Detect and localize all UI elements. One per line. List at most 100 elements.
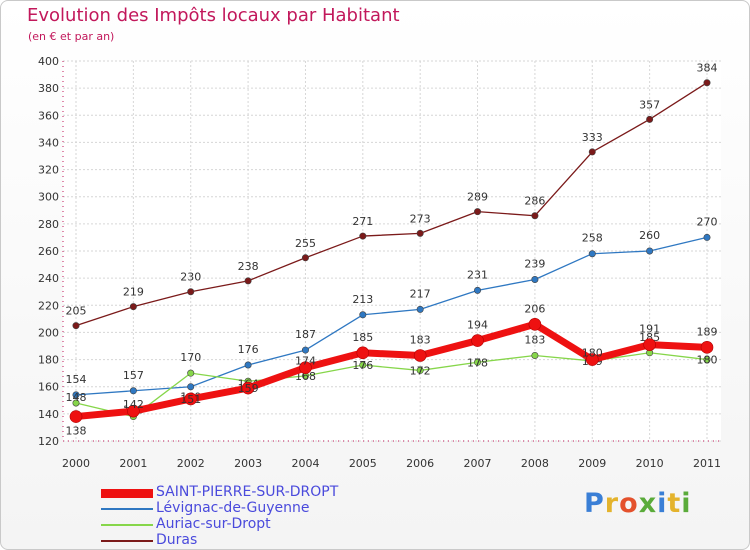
legend-swatch: [101, 540, 153, 542]
data-point: [700, 341, 714, 354]
data-label: 157: [123, 369, 144, 382]
data-point: [585, 353, 599, 366]
series-line: [75, 82, 708, 327]
data-point: [359, 311, 367, 319]
line-chart: 120 140 160 180 200 220 240 260 280 300 320 340 360 3…: [38, 55, 721, 470]
data-label: 159: [238, 382, 259, 395]
series-duras: 205 219 230 238 255 271 273 289 286 333 357 384: [66, 62, 718, 330]
data-point: [184, 392, 198, 406]
data-point: [359, 361, 367, 369]
data-label: 176: [352, 359, 373, 372]
data-point: [703, 356, 711, 364]
chart-subtitle: (en € et par an): [28, 30, 115, 43]
data-point: [416, 305, 424, 313]
x-tick-label: 2009: [578, 457, 606, 470]
x-tick-label: 2004: [291, 457, 319, 470]
data-label: 176: [238, 343, 259, 356]
data-label: 180: [582, 347, 603, 360]
chart-legend: SAINT-PIERRE-SUR-DROPT Lévignac-de-Guyen…: [101, 484, 401, 549]
data-label: 255: [295, 237, 316, 250]
data-label: 384: [697, 62, 718, 75]
data-point: [299, 361, 312, 375]
logo-letter: r: [604, 488, 620, 519]
data-point: [474, 208, 482, 216]
data-point: [646, 115, 654, 123]
x-tick-label: 2007: [464, 457, 492, 470]
data-label: 333: [582, 131, 603, 144]
data-label: 142: [123, 398, 144, 411]
y-tick-label: 340: [38, 136, 59, 149]
data-label: 289: [467, 191, 488, 204]
data-label: 217: [410, 287, 431, 300]
legend-label: Duras: [156, 532, 198, 548]
data-point: [531, 351, 539, 359]
data-label: 270: [697, 215, 718, 228]
data-point: [471, 334, 484, 347]
data-label: 189: [697, 325, 718, 338]
data-point: [528, 317, 542, 331]
series-line: [75, 320, 708, 421]
data-label: 138: [66, 425, 87, 438]
data-point: [474, 286, 482, 294]
data-point: [531, 275, 539, 283]
chart-title: Evolution des Impôts locaux par Habitant: [27, 5, 400, 26]
data-point: [301, 346, 309, 354]
y-tick-label: 180: [38, 354, 59, 367]
data-point: [356, 346, 370, 360]
data-point: [416, 366, 424, 374]
data-point: [531, 212, 539, 220]
legend-label: SAINT-PIERRE-SUR-DROPT: [156, 484, 339, 500]
data-label: 180: [697, 354, 718, 367]
data-label: 151: [180, 393, 201, 406]
data-label: 187: [295, 328, 316, 341]
series-l-vignac-de-guyenne: 154157160176187213217231239258260270: [66, 215, 718, 403]
data-point: [413, 349, 427, 362]
logo-letter: i: [681, 488, 692, 519]
legend-item-levignac-de-guyenne[interactable]: Lévignac-de-Guyenne: [101, 500, 401, 517]
data-point: [129, 303, 137, 311]
y-tick-label: 260: [38, 245, 59, 258]
data-point: [127, 404, 140, 418]
legend-item-duras[interactable]: Duras: [101, 532, 401, 549]
data-point: [244, 277, 252, 285]
data-point: [72, 399, 80, 407]
data-point: [244, 361, 252, 369]
data-label: 260: [639, 229, 660, 242]
logo-letter: x: [638, 488, 658, 519]
data-label: 183: [410, 334, 431, 347]
logo-letter: i: [657, 488, 668, 519]
y-tick-label: 300: [38, 191, 59, 204]
data-point: [588, 250, 596, 258]
data-label: 357: [639, 98, 660, 111]
data-point: [474, 358, 482, 366]
data-point: [187, 288, 195, 296]
legend-swatch: [101, 524, 153, 526]
data-label: 231: [467, 268, 488, 281]
y-tick-label: 280: [38, 218, 59, 231]
data-point: [416, 229, 424, 237]
data-point: [72, 391, 80, 399]
data-label: 206: [524, 302, 545, 315]
y-tick-label: 320: [38, 164, 59, 177]
x-tick-label: 2005: [349, 457, 377, 470]
data-point: [703, 79, 711, 87]
legend-item-saint-pierre-sur-dropt[interactable]: SAINT-PIERRE-SUR-DROPT: [101, 484, 401, 501]
legend-item-auriac-sur-dropt[interactable]: Auriac-sur-Dropt: [101, 516, 401, 533]
y-tick-label: 380: [38, 82, 59, 95]
logo-letter: t: [667, 488, 682, 519]
logo-letter: o: [619, 488, 639, 519]
data-point: [72, 322, 80, 330]
x-tick-label: 2002: [177, 457, 205, 470]
x-tick-label: 2010: [636, 457, 664, 470]
x-tick-label: 2006: [406, 457, 434, 470]
data-label: 230: [180, 271, 201, 284]
y-tick-label: 360: [38, 109, 59, 122]
data-point: [187, 369, 195, 377]
y-tick-label: 220: [38, 299, 59, 312]
data-label: 185: [352, 331, 373, 344]
data-point: [187, 383, 195, 391]
x-tick-label: 2011: [693, 457, 721, 470]
data-point: [646, 247, 654, 255]
data-label: 191: [639, 323, 660, 336]
legend-label: Lévignac-de-Guyenne: [156, 500, 310, 516]
